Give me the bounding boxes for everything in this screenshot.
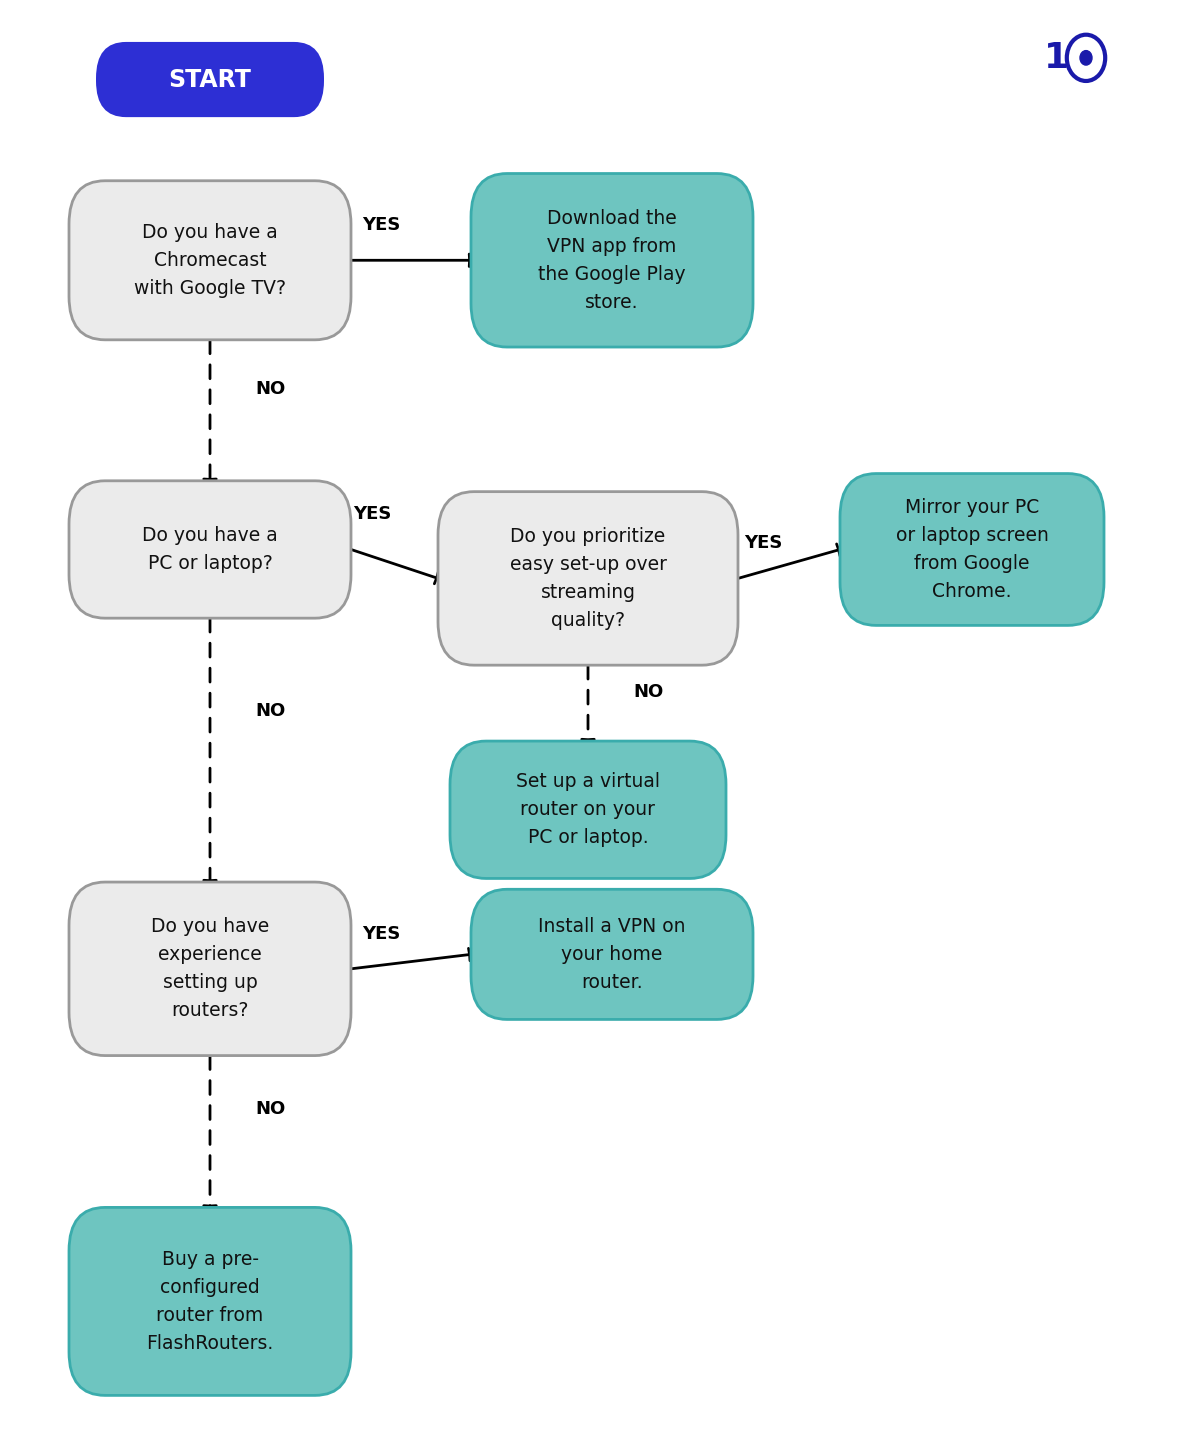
Text: NO: NO [256, 701, 286, 720]
FancyBboxPatch shape [470, 174, 754, 347]
FancyBboxPatch shape [450, 740, 726, 878]
Text: NO: NO [256, 1100, 286, 1118]
Circle shape [1080, 51, 1092, 65]
Text: Do you have a
PC or laptop?: Do you have a PC or laptop? [142, 526, 278, 573]
FancyBboxPatch shape [70, 480, 352, 619]
FancyBboxPatch shape [470, 889, 754, 1019]
Text: YES: YES [744, 535, 782, 552]
Text: Set up a virtual
router on your
PC or laptop.: Set up a virtual router on your PC or la… [516, 772, 660, 847]
Text: Do you prioritize
easy set-up over
streaming
quality?: Do you prioritize easy set-up over strea… [510, 526, 666, 630]
Text: Mirror your PC
or laptop screen
from Google
Chrome.: Mirror your PC or laptop screen from Goo… [895, 497, 1049, 602]
Text: Download the
VPN app from
the Google Play
store.: Download the VPN app from the Google Pla… [538, 208, 686, 312]
Text: START: START [168, 68, 252, 91]
Text: YES: YES [362, 217, 400, 234]
Text: Do you have a
Chromecast
with Google TV?: Do you have a Chromecast with Google TV? [134, 223, 286, 298]
Text: Install a VPN on
your home
router.: Install a VPN on your home router. [539, 917, 685, 992]
FancyBboxPatch shape [96, 42, 324, 117]
FancyBboxPatch shape [438, 492, 738, 665]
Text: 1: 1 [1044, 40, 1068, 75]
FancyBboxPatch shape [70, 181, 352, 340]
Text: NO: NO [256, 380, 286, 398]
FancyBboxPatch shape [840, 474, 1104, 625]
Text: Buy a pre-
configured
router from
FlashRouters.: Buy a pre- configured router from FlashR… [146, 1249, 274, 1353]
Text: YES: YES [362, 925, 400, 943]
Text: NO: NO [634, 683, 664, 701]
Text: YES: YES [354, 506, 392, 523]
FancyBboxPatch shape [70, 882, 352, 1056]
Text: Do you have
experience
setting up
routers?: Do you have experience setting up router… [151, 917, 269, 1021]
FancyBboxPatch shape [70, 1207, 352, 1395]
